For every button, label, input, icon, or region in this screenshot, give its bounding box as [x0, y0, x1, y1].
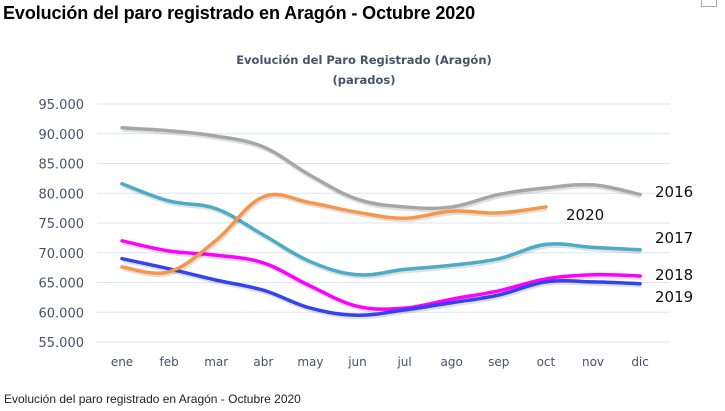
x-tick-label: abr [253, 355, 273, 369]
chart-title: Evolución del Paro Registrado (Aragón) [236, 53, 492, 67]
y-tick-label: 60.000 [39, 306, 85, 321]
y-tick-label: 55.000 [39, 336, 85, 351]
series-line-2018 [120, 239, 642, 311]
series-line-2020 [120, 192, 548, 275]
series-shadow-2017 [122, 183, 642, 280]
x-tick-label: nov [582, 355, 604, 369]
x-tick-label: jul [396, 355, 411, 369]
y-tick-label: 70.000 [39, 247, 85, 262]
series-shadow-2016 [122, 127, 642, 213]
x-tick-label: may [297, 355, 323, 369]
series-label-2020: 2020 [566, 206, 604, 224]
y-tick-label: 90.000 [39, 128, 85, 143]
series-line-2019 [120, 256, 642, 317]
x-tick-label: jun [347, 355, 367, 369]
series-label-2016: 2016 [655, 183, 693, 201]
x-tick-label: mar [204, 355, 228, 369]
x-tick-label: ago [441, 355, 463, 369]
x-tick-label: oct [537, 355, 556, 369]
page-title: Evolución del paro registrado en Aragón … [3, 3, 476, 23]
y-tick-label: 95.000 [39, 98, 85, 113]
chart-subtitle: (parados) [333, 73, 396, 87]
x-tick-label: feb [159, 355, 178, 369]
x-tick-label: sep [488, 355, 509, 369]
y-tick-label: 75.000 [39, 217, 85, 232]
y-tick-label: 85.000 [39, 158, 85, 173]
series-label-2018: 2018 [655, 266, 693, 284]
print-icon[interactable] [701, 0, 717, 7]
series-label-2017: 2017 [655, 229, 693, 247]
y-tick-label: 65.000 [39, 277, 85, 292]
series-label-2019: 2019 [655, 288, 693, 306]
series-line-2016 [120, 126, 642, 211]
x-tick-label: dic [631, 355, 649, 369]
figure-caption: Evolución del paro registrado en Aragón … [4, 392, 301, 406]
y-tick-label: 80.000 [39, 187, 85, 202]
x-tick-label: ene [111, 355, 133, 369]
series-line-2017 [120, 181, 642, 277]
